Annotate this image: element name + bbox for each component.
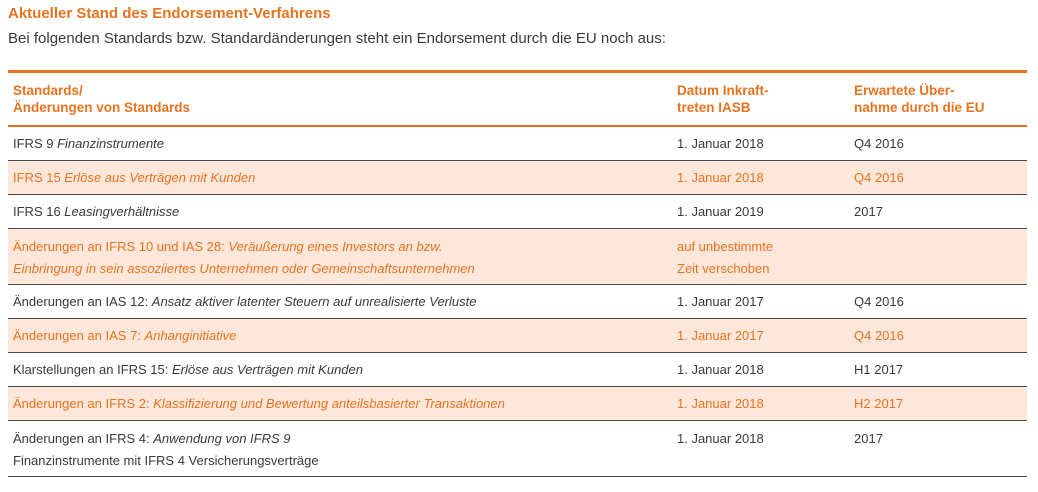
date-cell: 1. Januar 2017 [677, 294, 764, 309]
standard-cell: Änderungen an IFRS 4: Anwendung von IFRS… [13, 428, 668, 472]
date-cell: 1. Januar 2018 [677, 431, 764, 446]
table-row: IFRS 9 Finanzinstrumente 1. Januar 2018 … [8, 127, 1027, 161]
column-header-eu: Erwartete Über- nahme durch die EU [854, 82, 1024, 116]
standard-prefix: IFRS 15 [13, 170, 65, 185]
eu-cell: H2 2017 [854, 396, 904, 411]
standard-title-line2: Finanzinstrumente mit IFRS 4 Versicherun… [13, 453, 319, 468]
standard-prefix: Änderungen an IAS 12: [13, 294, 152, 309]
standard-cell: Änderungen an IFRS 2: Klassifizierung un… [13, 393, 668, 415]
page-title: Aktueller Stand des Endorsement-Verfahre… [8, 5, 331, 22]
column-header-date-line2: treten IASB [677, 100, 751, 115]
eu-cell: Q4 2016 [854, 328, 904, 343]
eu-cell: Q4 2016 [854, 170, 904, 185]
column-header-date-line1: Datum Inkraft- [677, 83, 769, 98]
column-header-standards-line2: Änderungen von Standards [13, 100, 191, 115]
standard-title: Finanzinstrumente [57, 136, 165, 151]
standard-title: Erlöse aus Verträgen mit Kunden [171, 362, 363, 377]
page-subtitle: Bei folgenden Standards bzw. Standardänd… [8, 30, 666, 47]
standard-prefix: Änderungen an IFRS 10 und IAS 28: [13, 239, 229, 254]
standard-title-line2: Einbringung in sein assoziiertes Unterne… [13, 261, 475, 276]
date-cell: 1. Januar 2018 [677, 362, 764, 377]
standard-prefix: Änderungen an IFRS 4: [13, 431, 154, 446]
table-header: Standards/ Änderungen von Standards Datu… [8, 73, 1027, 127]
standard-cell: IFRS 9 Finanzinstrumente [13, 133, 668, 155]
standard-prefix: IFRS 16 [13, 204, 65, 219]
table-row: IFRS 16 Leasingverhältnisse 1. Januar 20… [8, 195, 1027, 229]
date-cell: 1. Januar 2019 [677, 204, 764, 219]
column-header-date: Datum Inkraft- treten IASB [677, 82, 847, 116]
date-line2: Zeit verschoben [677, 261, 770, 276]
eu-cell: 2017 [854, 204, 883, 219]
standard-prefix: Änderungen an IFRS 2: [13, 396, 154, 411]
standard-cell: Klarstellungen an IFRS 15: Erlöse aus Ve… [13, 359, 668, 381]
standard-title: Leasingverhältnisse [64, 204, 180, 219]
date-cell: 1. Januar 2018 [677, 136, 764, 151]
standard-prefix: Änderungen an IAS 7: [13, 328, 145, 343]
table-row: Klarstellungen an IFRS 15: Erlöse aus Ve… [8, 353, 1027, 387]
table-row: IFRS 15 Erlöse aus Verträgen mit Kunden … [8, 161, 1027, 195]
standard-title: Veräußerung eines Investors an bzw. [228, 239, 443, 254]
standard-cell: Änderungen an IAS 12: Ansatz aktiver lat… [13, 291, 668, 313]
standard-title: Erlöse aus Verträgen mit Kunden [64, 170, 256, 185]
table-row: Änderungen an IFRS 4: Anwendung von IFRS… [8, 421, 1027, 477]
standard-title: Anwendung von IFRS 9 [153, 431, 291, 446]
standard-title: Klassifizierung und Bewertung anteilsbas… [153, 396, 505, 411]
eu-cell: Q4 2016 [854, 136, 904, 151]
table-row: Änderungen an IAS 7: Anhanginitiative 1.… [8, 319, 1027, 353]
standard-cell: IFRS 15 Erlöse aus Verträgen mit Kunden [13, 167, 668, 189]
column-header-eu-line2: nahme durch die EU [854, 100, 985, 115]
endorsement-table: Standards/ Änderungen von Standards Datu… [8, 70, 1027, 477]
standard-cell: Änderungen an IAS 7: Anhanginitiative [13, 325, 668, 347]
date-cell: auf unbestimmte Zeit verschoben [677, 236, 847, 280]
eu-cell: 2017 [854, 431, 883, 446]
standard-title: Ansatz aktiver latenter Steuern auf unre… [151, 294, 477, 309]
table-row: Änderungen an IFRS 10 und IAS 28: Veräuß… [8, 229, 1027, 285]
date-cell: 1. Januar 2018 [677, 170, 764, 185]
eu-cell: Q4 2016 [854, 294, 904, 309]
column-header-eu-line1: Erwartete Über- [854, 83, 955, 98]
standard-title: Anhanginitiative [144, 328, 237, 343]
standard-prefix: IFRS 9 [13, 136, 58, 151]
standard-cell: IFRS 16 Leasingverhältnisse [13, 201, 668, 223]
column-header-standards-line1: Standards/ [13, 83, 83, 98]
date-cell: 1. Januar 2018 [677, 396, 764, 411]
eu-cell: H1 2017 [854, 362, 904, 377]
date-line1: auf unbestimmte [677, 239, 774, 254]
table-row: Änderungen an IAS 12: Ansatz aktiver lat… [8, 285, 1027, 319]
column-header-standards: Standards/ Änderungen von Standards [13, 82, 668, 116]
date-cell: 1. Januar 2017 [677, 328, 764, 343]
standard-prefix: Klarstellungen an IFRS 15: [13, 362, 172, 377]
standard-cell: Änderungen an IFRS 10 und IAS 28: Veräuß… [13, 236, 668, 280]
table-row: Änderungen an IFRS 2: Klassifizierung un… [8, 387, 1027, 421]
